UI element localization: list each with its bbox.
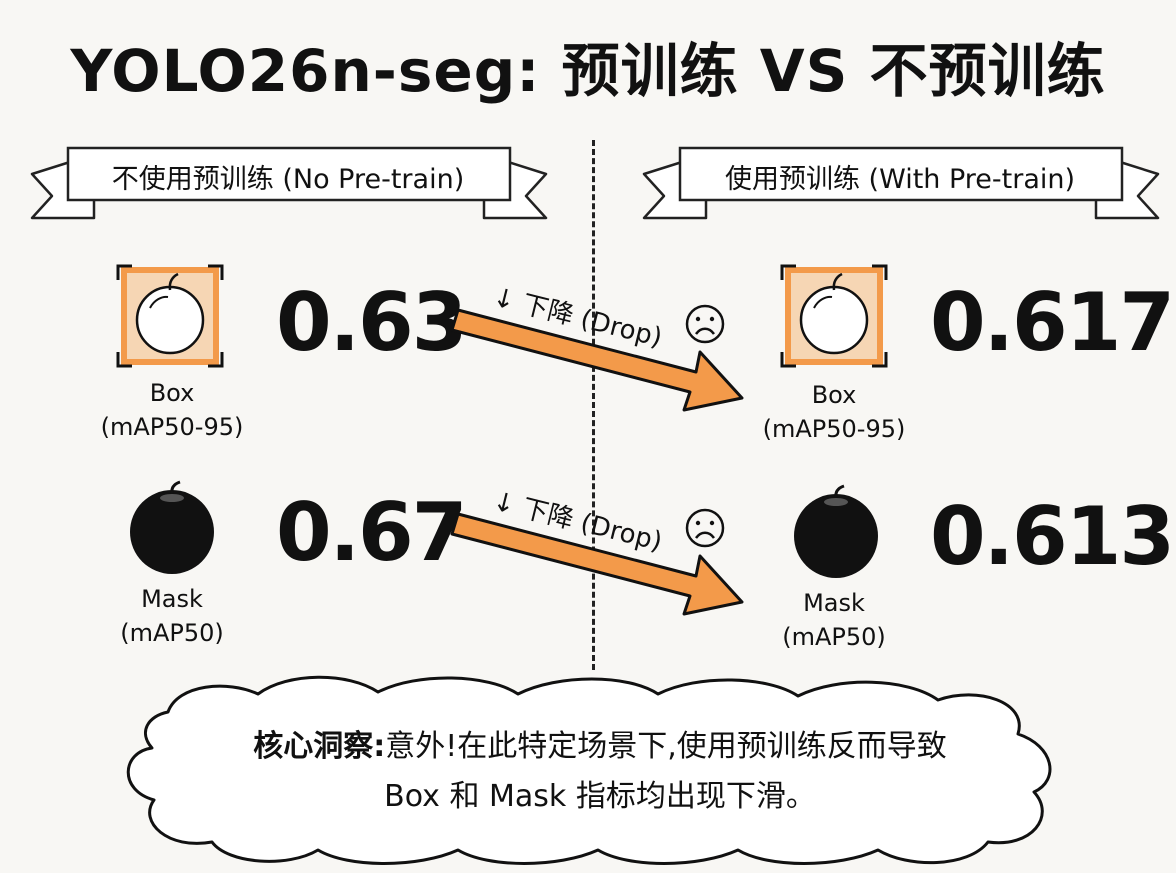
box-label-line1: Box [811,381,857,409]
box-value-pretrain: 0.617 [930,276,1175,369]
box-value-no-pretrain: 0.63 [276,276,467,369]
apple-mask-icon [794,484,878,578]
mask-label-line1: Mask [803,589,865,617]
insight-text-line2: Box 和 Mask 指标均出现下滑。 [384,779,816,814]
sad-face-icon [685,508,725,548]
drop-arrow-box [450,308,744,412]
left-banner-ribbon [30,146,548,220]
box-label-line2: (mAP50-95) [100,413,244,441]
insight-line1: 核心洞察:意外!在此特定场景下,使用预训练反而导致 [150,722,1050,772]
box-metric-label: Box (mAP50-95) [82,376,262,444]
right-banner-text: 使用预训练 (With Pre-train) [724,164,1076,195]
mask-label-line2: (mAP50) [120,619,224,647]
mask-value-no-pretrain: 0.67 [276,486,467,579]
left-banner-text: 不使用预训练 (No Pre-train) [111,164,465,195]
mask-label-line1: Mask [141,585,203,613]
box-metric-label: Box (mAP50-95) [744,378,924,446]
insight-lead: 核心洞察: [253,729,386,764]
mask-metric-label: Mask (mAP50) [744,586,924,654]
right-banner-ribbon [642,146,1160,220]
apple-bounding-box-icon [780,264,888,368]
center-divider [592,140,595,670]
mask-value-pretrain: 0.613 [930,490,1175,583]
insight-text: 核心洞察:意外!在此特定场景下,使用预训练反而导致 Box 和 Mask 指标均… [150,722,1050,822]
sad-face-icon [685,304,725,344]
box-label-line2: (mAP50-95) [762,415,906,443]
mask-label-line2: (mAP50) [782,623,886,651]
drop-arrow-mask [450,512,744,616]
mask-metric-label: Mask (mAP50) [82,582,262,650]
insight-cloud-shape [126,675,1052,865]
box-label-line1: Box [149,379,195,407]
apple-bounding-box-icon [116,264,224,368]
insight-text-line1: 意外!在此特定场景下,使用预训练反而导致 [385,729,947,764]
apple-mask-icon [130,480,214,574]
page-title: YOLO26n-seg: 预训练 VS 不预训练 [70,37,1106,105]
